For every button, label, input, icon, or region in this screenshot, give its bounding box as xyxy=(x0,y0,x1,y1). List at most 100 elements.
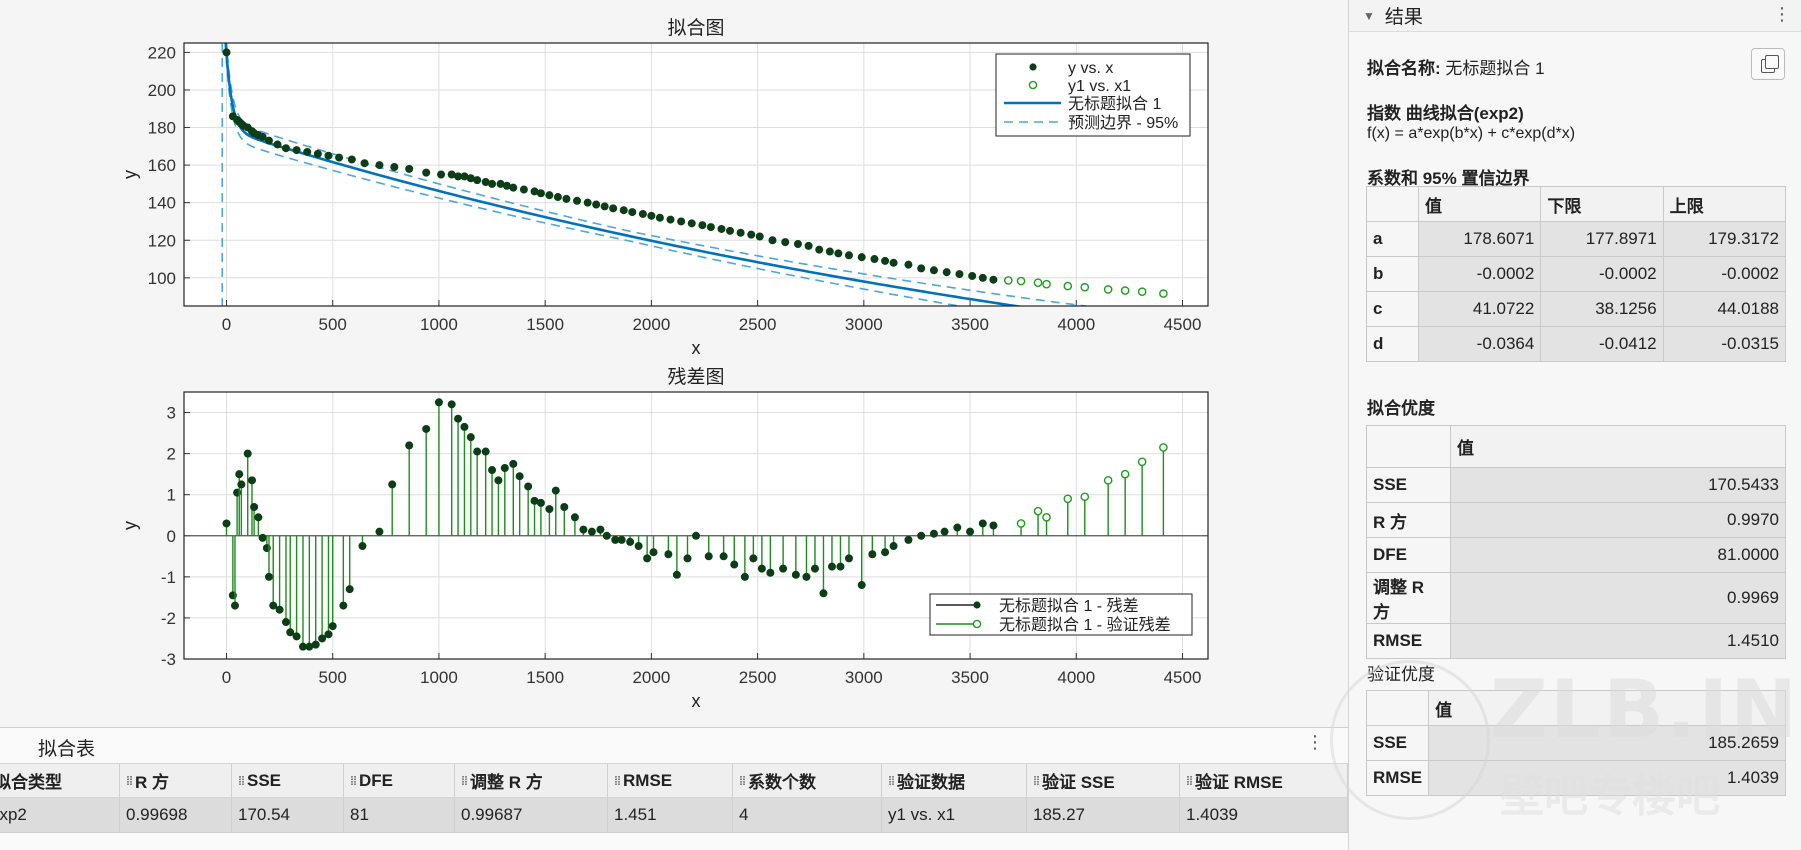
table-row: RMSE 1.4039 xyxy=(1365,760,1786,796)
data-point xyxy=(519,185,528,194)
residual-point xyxy=(643,554,652,563)
residual-point xyxy=(536,498,545,507)
data-point xyxy=(488,179,497,188)
residual-point xyxy=(254,513,263,522)
table-cell: 81 xyxy=(344,798,455,832)
legend-label: y vs. x xyxy=(1068,60,1113,77)
copy-button[interactable] xyxy=(1751,48,1785,80)
coef-lo: -0.0002 xyxy=(1540,256,1664,292)
y-tick-label: 180 xyxy=(148,119,176,138)
data-point xyxy=(509,183,518,192)
metric-name: RMSE xyxy=(1365,760,1430,796)
residual-point xyxy=(258,533,267,542)
residual-point xyxy=(989,521,998,530)
validation-table: 值 SSE 185.2659 RMSE 1.4039 xyxy=(1365,690,1786,796)
fit-table-header: 拟合类型 ⁞⁞ R 方 ⁞⁞ SSE ⁞⁞ DFE ⁞⁞ 调整 R 方 ⁞⁞ RMSE ⁞⁞ 系数个数 ⁞… xyxy=(0,763,1348,798)
data-point xyxy=(360,159,369,168)
coef-header-row: 值下限 上限 xyxy=(1366,186,1787,222)
column-header[interactable]: ⁞⁞ 调整 R 方 xyxy=(455,764,608,797)
column-header[interactable]: ⁞⁞ 验证 SSE xyxy=(1027,764,1180,797)
residual-point xyxy=(596,525,605,534)
data-point xyxy=(466,174,475,183)
data-point xyxy=(628,208,637,217)
data-point xyxy=(725,226,734,235)
data-point xyxy=(638,209,647,218)
validation-residual-point xyxy=(1159,443,1168,452)
residual-point xyxy=(269,601,278,610)
column-header[interactable]: ⁞⁞ 验证数据 xyxy=(882,764,1027,797)
residual-point xyxy=(339,601,348,610)
column-header[interactable]: 拟合类型 xyxy=(0,764,120,797)
drag-grip-icon[interactable]: ⁞⁞ xyxy=(888,773,895,788)
data-point xyxy=(481,178,490,187)
gof-title: 拟合优度 xyxy=(1367,399,1435,418)
residual-point xyxy=(719,552,728,561)
more-options-icon[interactable]: ⋮ xyxy=(1306,732,1324,752)
column-header[interactable]: ⁞⁞ DFE xyxy=(344,764,455,797)
column-header-label: DFE xyxy=(359,770,393,790)
residual-point xyxy=(766,568,775,577)
legend-marker-data xyxy=(1029,63,1037,71)
drag-grip-icon[interactable]: ⁞⁞ xyxy=(1186,773,1193,788)
data-point xyxy=(553,193,562,202)
residual-point xyxy=(358,542,367,551)
column-header[interactable]: ⁞⁞ 系数个数 xyxy=(733,764,882,797)
y-tick-label: 100 xyxy=(148,269,176,288)
table-cell: 0.99698 xyxy=(120,798,232,832)
residual-point xyxy=(779,564,788,573)
validation-point xyxy=(1016,276,1026,286)
coef-name: a xyxy=(1366,221,1419,257)
validation-residual-point xyxy=(1103,476,1113,485)
residual-point xyxy=(473,447,482,456)
x-tick-label: 3500 xyxy=(951,668,989,687)
y-tick-label: -3 xyxy=(161,650,176,669)
residual-point xyxy=(634,542,643,551)
data-point xyxy=(717,224,726,233)
drag-grip-icon[interactable]: ⁞⁞ xyxy=(614,773,621,788)
column-header-label: 验证 SSE xyxy=(1042,773,1115,792)
column-header[interactable]: ⁞⁞ 验证 RMSE xyxy=(1180,764,1348,797)
residual-point xyxy=(454,414,463,423)
residual-point xyxy=(222,519,231,528)
validation-residual-point xyxy=(1042,512,1051,522)
residual-point xyxy=(889,542,898,551)
more-options-icon[interactable]: ⋮ xyxy=(1773,4,1791,24)
drag-grip-icon[interactable]: ⁞⁞ xyxy=(238,773,245,788)
fit-plot-content xyxy=(221,43,1168,306)
data-point xyxy=(706,223,715,232)
residual-point xyxy=(545,505,554,514)
legend-box xyxy=(929,593,1193,636)
x-tick-label: 1500 xyxy=(526,668,564,687)
drag-grip-icon[interactable]: ⁞⁞ xyxy=(739,773,746,788)
value-col-header: 值 xyxy=(1428,690,1786,726)
drag-grip-icon[interactable]: ⁞⁞ xyxy=(126,773,133,788)
column-header[interactable]: ⁞⁞ RMSE xyxy=(608,764,733,797)
results-header[interactable]: ▼ 结果 ⋮ xyxy=(1349,0,1801,32)
collapse-caret-icon[interactable]: ▼ xyxy=(1363,8,1375,23)
data-point xyxy=(978,273,987,282)
y-tick-label: -2 xyxy=(161,609,176,628)
column-header[interactable]: ⁞⁞ SSE xyxy=(232,764,344,797)
fit-name-value: 无标题拟合 1 xyxy=(1445,59,1545,78)
residual-point xyxy=(740,572,749,581)
drag-grip-icon[interactable]: ⁞⁞ xyxy=(461,773,468,788)
drag-grip-icon[interactable]: ⁞⁞ xyxy=(1033,773,1040,788)
residual-point xyxy=(602,531,611,540)
x-tick-label: 2000 xyxy=(632,315,670,334)
residual-point xyxy=(530,496,539,505)
column-header[interactable]: ⁞⁞ R 方 xyxy=(120,764,232,797)
residual-point xyxy=(250,503,259,512)
metric-name: 调整 R 方 xyxy=(1366,572,1451,624)
data-point xyxy=(834,249,843,258)
y-tick-label: 160 xyxy=(148,156,176,175)
data-point xyxy=(273,140,282,149)
metric-name: RMSE xyxy=(1366,623,1451,659)
drag-grip-icon[interactable]: ⁞⁞ xyxy=(350,773,357,788)
table-row: SSE 170.5433 xyxy=(1366,467,1786,503)
y-axis-label: y xyxy=(120,521,140,530)
column-header-label: 系数个数 xyxy=(748,773,816,792)
value-col-header: 值 xyxy=(1450,425,1786,468)
table-row: RMSE 1.4510 xyxy=(1366,623,1786,659)
data-point xyxy=(592,200,601,209)
